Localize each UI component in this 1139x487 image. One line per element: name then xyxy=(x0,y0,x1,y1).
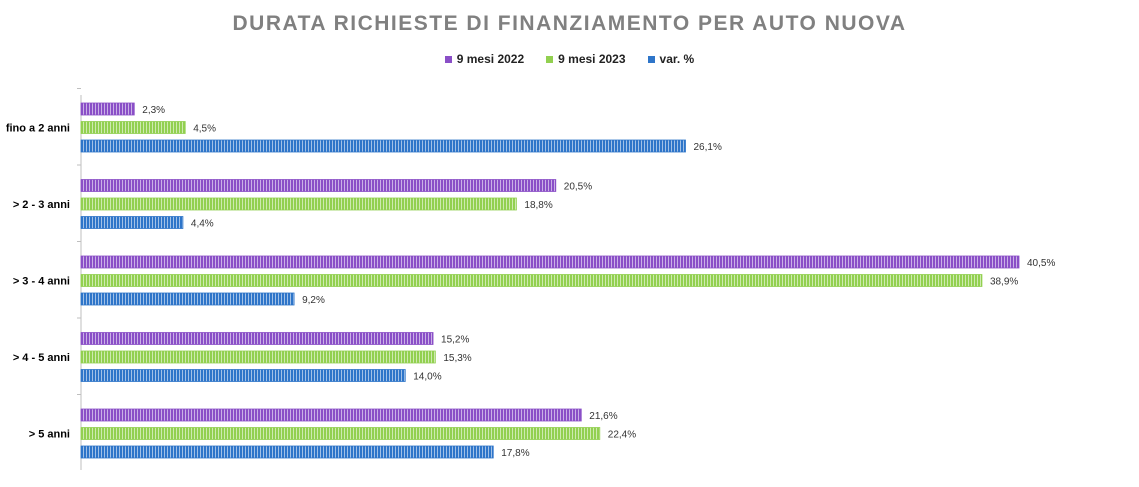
data-label: 14,0% xyxy=(413,372,441,383)
bar xyxy=(80,179,557,192)
data-label: 18,8% xyxy=(524,200,552,211)
bar xyxy=(80,197,517,211)
bar xyxy=(80,216,184,229)
legend-swatch-2023 xyxy=(546,55,554,63)
legend-swatch-2022 xyxy=(444,55,452,63)
category-label: fino a 2 anni xyxy=(6,123,70,135)
legend-item-2023: 9 mesi 2023 xyxy=(546,52,626,66)
legend-swatch-var xyxy=(647,55,655,63)
bar xyxy=(80,445,494,459)
category-label: > 5 anni xyxy=(29,429,70,441)
legend-label-var: var. % xyxy=(659,52,695,66)
bar xyxy=(80,274,983,287)
chart-legend: 9 mesi 2022 9 mesi 2023 var. % xyxy=(0,52,1139,66)
bar xyxy=(80,255,1020,269)
data-label: 40,5% xyxy=(1027,258,1055,269)
bar xyxy=(80,332,434,345)
bar xyxy=(80,427,601,440)
legend-label-2022: 9 mesi 2022 xyxy=(456,52,525,66)
data-label: 38,9% xyxy=(990,277,1018,288)
data-label: 22,4% xyxy=(608,430,636,441)
legend-label-2023: 9 mesi 2023 xyxy=(558,52,626,66)
data-label: 15,3% xyxy=(443,353,471,364)
bar xyxy=(80,350,436,364)
bar xyxy=(80,369,406,382)
data-label: 4,4% xyxy=(191,219,214,230)
data-label: 4,5% xyxy=(193,124,216,135)
bar xyxy=(80,408,582,422)
bar xyxy=(80,102,135,116)
legend-item-var: var. % xyxy=(647,52,695,66)
data-label: 21,6% xyxy=(589,411,617,422)
data-label: 2,3% xyxy=(142,105,165,116)
data-label: 9,2% xyxy=(302,295,325,306)
bar xyxy=(80,292,295,306)
data-label: 26,1% xyxy=(693,142,721,153)
data-label: 20,5% xyxy=(564,182,592,193)
category-label: > 3 - 4 anni xyxy=(13,276,70,288)
category-label: > 4 - 5 anni xyxy=(13,352,70,364)
bar xyxy=(80,139,686,153)
chart-title: DURATA RICHIESTE DI FINANZIAMENTO PER AU… xyxy=(232,12,907,35)
category-label: > 2 - 3 anni xyxy=(13,199,70,211)
data-label: 17,8% xyxy=(501,448,529,459)
bar xyxy=(80,121,186,134)
legend-item-2022: 9 mesi 2022 xyxy=(444,52,525,66)
data-label: 15,2% xyxy=(441,335,469,346)
